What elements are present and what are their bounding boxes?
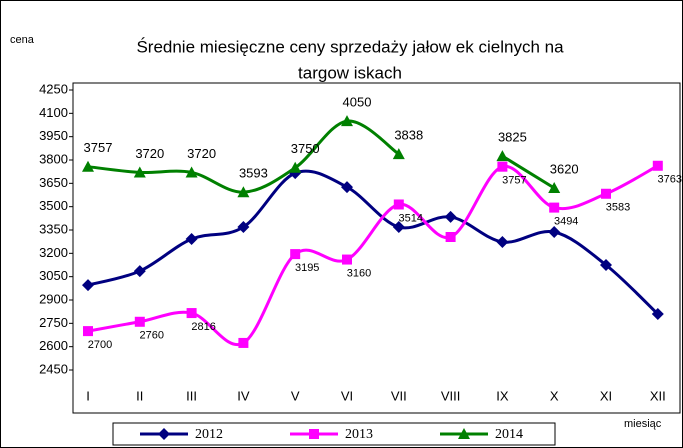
data-point: [238, 337, 249, 348]
x-axis-label: miesiąc: [624, 418, 662, 430]
y-tick-label: 3050: [39, 268, 68, 283]
data-point: [133, 265, 146, 278]
x-tick-label: V: [291, 388, 300, 403]
y-tick-label: 3800: [39, 151, 68, 166]
y-tick-label: 3650: [39, 175, 68, 190]
legend-label: 2014: [495, 427, 523, 442]
data-label: 3720: [135, 146, 164, 161]
y-axis-label: cena: [10, 34, 35, 46]
data-point: [185, 166, 198, 178]
x-tick-label: VII: [391, 388, 407, 403]
y-tick-label: 3950: [39, 128, 68, 143]
legend-marker: [458, 428, 470, 439]
data-point: [341, 115, 353, 127]
data-label: 3593: [239, 166, 268, 181]
data-point: [82, 160, 94, 172]
y-tick-label: 4100: [39, 105, 68, 120]
data-point: [133, 166, 146, 178]
y-tick-label: 4250: [39, 81, 68, 96]
data-point: [186, 308, 197, 319]
data-point: [445, 232, 456, 242]
data-label: 3494: [554, 216, 578, 228]
data-point: [185, 233, 198, 246]
legend-label: 2013: [345, 427, 373, 442]
x-tick-label: VIII: [441, 388, 461, 403]
data-label: 3838: [394, 128, 423, 143]
data-label: 3195: [295, 262, 319, 274]
y-tick-label: 2900: [39, 291, 68, 306]
data-label: 3514: [399, 212, 423, 224]
data-point: [652, 160, 663, 171]
data-label: 3750: [291, 141, 320, 156]
data-point: [134, 316, 145, 327]
data-label: 3757: [84, 140, 113, 155]
x-tick-label: X: [550, 388, 559, 403]
data-point: [548, 182, 561, 193]
data-label: 3583: [606, 202, 630, 214]
data-label: 3620: [550, 161, 579, 176]
x-tick-label: XII: [650, 388, 666, 403]
legend-marker: [158, 428, 170, 440]
data-label: 3763: [658, 174, 682, 186]
data-point: [651, 308, 664, 320]
y-tick-label: 2450: [39, 361, 68, 376]
data-label: 4050: [343, 95, 372, 110]
data-label: 2760: [140, 330, 164, 342]
data-point: [237, 221, 250, 234]
data-label: 2700: [88, 339, 112, 351]
x-tick-label: II: [136, 388, 143, 403]
plot-frame: [72, 82, 681, 414]
data-point: [496, 150, 509, 162]
data-point: [601, 188, 611, 199]
data-point: [289, 161, 302, 173]
data-label: 3160: [347, 267, 371, 279]
y-tick-label: 2750: [39, 315, 68, 330]
y-tick-label: 2600: [39, 338, 68, 353]
legend-label: 2012: [195, 427, 223, 442]
data-label: 3825: [498, 130, 527, 145]
data-point: [290, 249, 301, 260]
data-label: 3757: [502, 175, 526, 187]
data-point: [600, 259, 612, 271]
x-tick-label: XI: [600, 388, 612, 403]
chart-title: Średnie miesięczne ceny sprzedaży jałow …: [136, 37, 564, 56]
x-tick-label: III: [186, 388, 197, 403]
x-tick-label: IV: [237, 388, 250, 403]
legend-marker: [309, 429, 319, 439]
data-label: 3720: [187, 146, 216, 161]
data-label: 2816: [191, 321, 215, 333]
data-point: [82, 279, 94, 292]
data-point: [392, 221, 405, 234]
chart-title: targow iskach: [298, 63, 402, 82]
data-point: [497, 161, 508, 172]
data-point: [549, 202, 560, 213]
data-point: [496, 235, 509, 248]
y-tick-label: 3350: [39, 221, 68, 236]
x-tick-label: VI: [341, 388, 353, 403]
x-tick-label: I: [86, 388, 90, 403]
y-tick-label: 3500: [39, 198, 68, 213]
data-point: [83, 326, 93, 337]
data-point: [393, 199, 404, 210]
y-tick-label: 3200: [39, 245, 68, 260]
data-point: [548, 226, 561, 239]
data-point: [392, 148, 405, 160]
data-point: [341, 181, 353, 194]
data-point: [444, 210, 457, 223]
x-tick-label: IX: [496, 388, 509, 403]
data-point: [237, 186, 250, 198]
data-point: [342, 254, 352, 265]
